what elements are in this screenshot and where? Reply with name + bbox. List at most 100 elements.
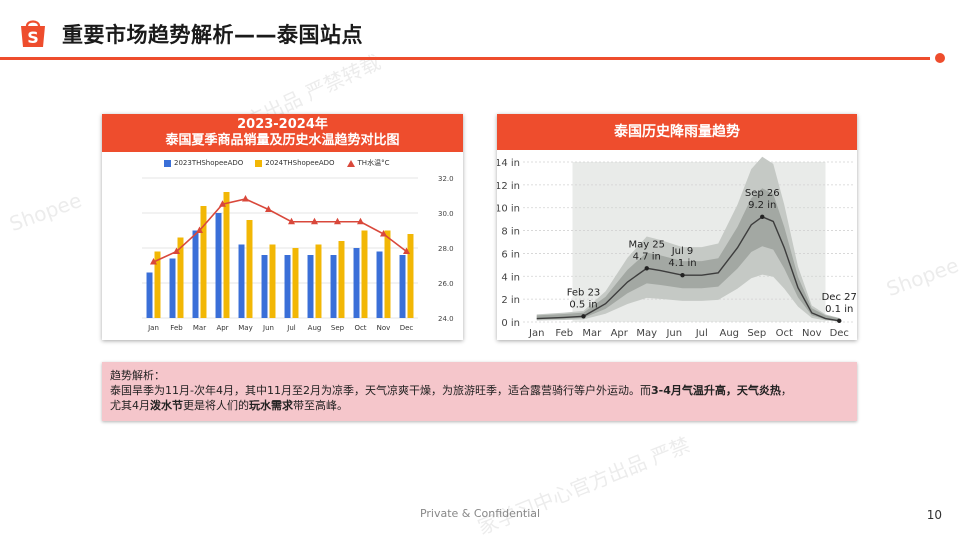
bar-2024 [384,230,391,318]
annotation-label: Dec 27 [822,292,857,303]
temperature-point [334,217,341,225]
x-tick-label: Apr [216,324,228,332]
rainfall-plot: 14 in 12 in 10 in 8 in 6 in 4 in 2 in 0 in Jan Fe… [497,156,857,339]
y-tick-label: 8 in [501,227,520,238]
x-tick-label: Aug [308,324,322,332]
bar-2023 [169,258,176,318]
bar-2024 [246,220,253,318]
temperature-point [288,217,295,225]
x-tick-label: Jan [147,324,159,332]
bar-2023 [307,255,314,318]
y-tick-label: 0 in [501,318,520,329]
x-tick-label: Aug [719,328,739,339]
annotation-label: Feb 23 [567,287,601,298]
annotation-value: 4.1 in [668,258,696,269]
note-heading: 趋势解析： [110,369,165,382]
rainfall-chart-card: 泰国历史降雨量趋势 14 in 12 in 10 in 8 in 6 in 4 in 2 i… [497,114,857,340]
annotation-value: 0.1 in [825,304,853,315]
x-tick-label: Oct [354,324,366,332]
y-tick-label: 10 in [497,204,520,215]
bar-2024 [154,251,161,318]
y2-tick-label: 32.0 [438,175,454,183]
bar-2024 [361,230,368,318]
note-line: 泰国旱季为11月-次年4月，其中11月至2月为凉季，天气凉爽干燥，为旅游旺季，适… [110,384,792,397]
y-tick-label: 4 in [501,272,520,283]
chart-title: 泰国历史降雨量趋势 [497,114,857,150]
x-tick-label: May [238,324,252,332]
page-title: 重要市场趋势解析——泰国站点 [62,23,363,47]
chart-title: 2023-2024年 泰国夏季商品销量及历史水温趋势对比图 [102,114,463,152]
bar-2023 [284,255,291,318]
chart-legend: 2023THShopeeADO 2024THShopeeADO TH水温°C [164,158,389,168]
y2-tick-label: 26.0 [438,280,454,288]
page-number: 10 [926,508,942,522]
annotation-point [644,266,649,271]
temperature-point [265,205,272,212]
x-tick-label: Oct [776,328,793,339]
temperature-point [196,226,203,233]
x-tick-label: Sep [747,328,766,339]
x-tick-label: Jul [286,324,296,332]
y2-tick-label: 24.0 [438,315,454,323]
x-tick-label: Sep [331,324,345,332]
temperature-point [150,258,157,265]
x-tick-label: Apr [611,328,629,339]
watermark: Shopee [883,252,960,302]
sales-vs-temperature-chart-card: 2023-2024年 泰国夏季商品销量及历史水温趋势对比图 2023THShop… [102,114,463,340]
svg-text:S: S [27,28,39,47]
temperature-point [173,247,180,254]
note-line: 尤其4月泼水节更是将人们的玩水需求带至高峰。 [110,399,348,412]
annotation-label: Jul 9 [671,246,694,257]
bar-2023 [353,248,360,318]
x-tick-label: Feb [555,328,573,339]
chart-title-line2: 泰国夏季商品销量及历史水温趋势对比图 [165,133,400,148]
temperature-point [311,217,318,225]
bar-2024 [315,244,322,318]
y-tick-label: 14 in [497,158,520,169]
x-tick-label: Nov [802,328,822,339]
annotation-label: Sep 26 [745,188,780,199]
bar-2023 [261,255,268,318]
y-tick-label: 6 in [501,249,520,260]
annotation-value: 4.7 in [633,251,661,262]
bar-2024 [223,192,230,318]
bar-2023 [399,255,406,318]
x-tick-label: Feb [170,324,183,332]
x-tick-label: Mar [193,324,206,332]
temperature-point [403,247,410,254]
x-tick-label: Jul [695,328,708,339]
shopee-logo-icon: S [21,20,45,47]
legend-item: 2023THShopeeADO [164,159,243,167]
temperature-point [380,230,387,237]
x-tick-label: Nov [377,324,391,332]
x-tick-label: Jan [528,328,544,339]
footer-confidential: Private & Confidential [419,507,541,520]
watermark: Shopee [6,187,85,237]
y2-tick-label: 28.0 [438,245,454,253]
y2-tick-label: 30.0 [438,210,454,218]
y-tick-label: 12 in [497,181,520,192]
x-tick-label: Jun [262,324,274,332]
header-divider [0,57,930,60]
annotation-point [680,272,685,278]
x-tick-label: Mar [582,328,602,339]
y-tick-label: 2 in [501,295,520,306]
annotation-value: 0.5 in [569,299,597,310]
bar-2023 [330,255,337,318]
bar-2024 [269,244,276,318]
bar-2023 [146,272,153,318]
trend-analysis-note: 趋势解析： 泰国旱季为11月-次年4月，其中11月至2月为凉季，天气凉爽干燥，为… [102,362,857,421]
bar-2023 [192,230,199,318]
annotation-value: 9.2 in [748,200,776,211]
bar-2024 [292,248,299,318]
bar-2023 [376,251,383,318]
x-tick-label: May [636,328,657,339]
temperature-line [153,198,407,263]
chart-title-line1: 2023-2024年 [237,117,328,132]
bar-2023 [238,244,245,318]
annotation-point [760,214,765,220]
temperature-point [357,217,364,225]
bar-2024 [338,241,345,318]
sales-temperature-plot: Jan Feb Mar Apr May Jun Jul Aug Sep Oct Nov Dec 32.0… [142,175,454,332]
x-tick-label: Dec [400,324,414,332]
